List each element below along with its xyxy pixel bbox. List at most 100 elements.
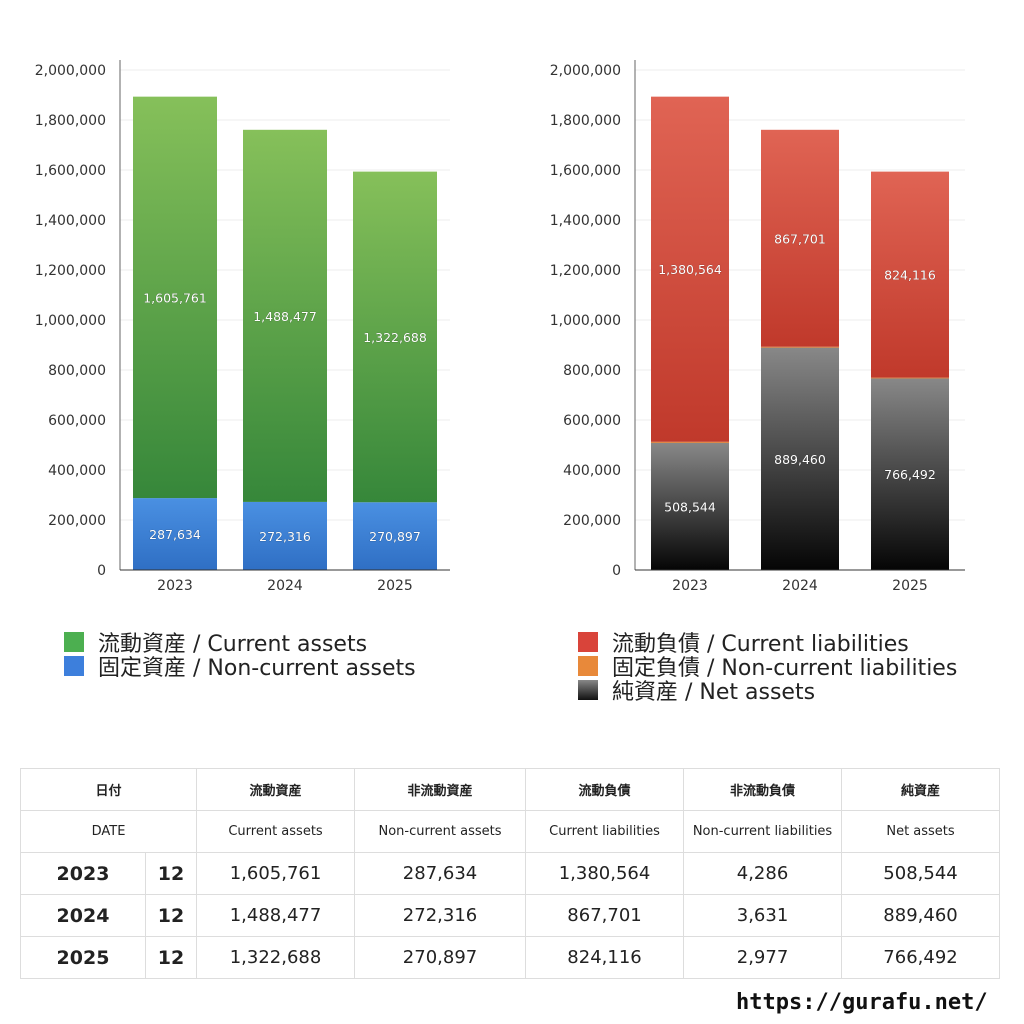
bar-value-label: 1,605,761 bbox=[143, 290, 207, 305]
bar-segment bbox=[761, 129, 839, 347]
legend-label: 固定負債 / Non-current liabilities bbox=[612, 656, 958, 681]
bar-segment bbox=[133, 96, 217, 499]
y-tick-label: 1,000,000 bbox=[550, 313, 621, 329]
legend-item-net-assets: 純資産 / Net assets bbox=[578, 678, 957, 705]
header-non-current-assets-en: Non-current assets bbox=[354, 810, 527, 853]
legend-swatch-non-current-assets bbox=[64, 656, 84, 676]
assets-chart: 0 200,000 400,000 600,000 800,000 1,000,000 1,… bbox=[35, 60, 450, 594]
legend-item-current-assets: 流動資産 / Current assets bbox=[64, 630, 416, 657]
cell-net-assets: 766,492 bbox=[841, 936, 1001, 979]
cell-net-assets: 889,460 bbox=[841, 894, 1001, 937]
y-tick-label: 200,000 bbox=[48, 513, 106, 529]
x-tick-label: 2024 bbox=[782, 578, 818, 594]
cell-non-current-liabilities: 2,977 bbox=[683, 936, 843, 979]
bar-value-label: 867,701 bbox=[774, 231, 826, 246]
y-tick-label: 200,000 bbox=[563, 513, 621, 529]
legend-swatch-current-assets bbox=[64, 632, 84, 652]
cell-current-assets: 1,322,688 bbox=[196, 936, 356, 979]
y-tick-label: 1,400,000 bbox=[550, 213, 621, 229]
bar-segment bbox=[353, 502, 437, 570]
y-tick-label: 600,000 bbox=[563, 413, 621, 429]
cell-current-liabilities: 1,380,564 bbox=[525, 852, 685, 895]
bar-segment bbox=[651, 96, 729, 442]
bar-value-label: 1,488,477 bbox=[253, 309, 317, 324]
cell-non-current-liabilities: 3,631 bbox=[683, 894, 843, 937]
table-row: 2024 12 1,488,477 272,316 867,701 3,631 … bbox=[20, 894, 1001, 937]
header-non-current-liabilities-en: Non-current liabilities bbox=[683, 810, 843, 853]
y-tick-label: 1,000,000 bbox=[35, 313, 106, 329]
legend-swatch-net-assets bbox=[578, 680, 598, 700]
liabilities-legend: 流動負債 / Current liabilities 固定負債 / Non-cu… bbox=[578, 630, 957, 705]
y-tick-label: 1,200,000 bbox=[550, 263, 621, 279]
header-date-jp: 日付 bbox=[19, 768, 198, 811]
bar-value-label: 889,460 bbox=[774, 452, 826, 467]
bar-value-label: 766,492 bbox=[884, 467, 936, 482]
table-row: 2025 12 1,322,688 270,897 824,116 2,977 … bbox=[20, 936, 1001, 979]
header-non-current-assets-jp: 非流動資産 bbox=[354, 768, 527, 811]
y-tick-label: 600,000 bbox=[48, 413, 106, 429]
header-date-en: DATE bbox=[19, 810, 198, 853]
bar-segment bbox=[651, 442, 729, 570]
cell-current-assets: 1,488,477 bbox=[196, 894, 356, 937]
row-year: 2025 bbox=[20, 936, 146, 979]
cell-non-current-assets: 287,634 bbox=[354, 852, 527, 895]
cell-non-current-assets: 270,897 bbox=[354, 936, 527, 979]
header-current-assets-jp: 流動資産 bbox=[196, 768, 356, 811]
legend-label: 流動負債 / Current liabilities bbox=[612, 632, 909, 657]
legend-label: 流動資産 / Current assets bbox=[98, 632, 368, 657]
bar-segment bbox=[353, 171, 437, 503]
cell-non-current-liabilities: 4,286 bbox=[683, 852, 843, 895]
header-current-assets-en: Current assets bbox=[196, 810, 356, 853]
y-tick-label: 2,000,000 bbox=[550, 63, 621, 79]
cell-current-liabilities: 824,116 bbox=[525, 936, 685, 979]
liabilities-chart: 0 200,000 400,000 600,000 800,000 1,000,000 1,… bbox=[550, 60, 965, 594]
y-tick-label: 2,000,000 bbox=[35, 63, 106, 79]
legend-swatch-non-current-liabilities bbox=[578, 656, 598, 676]
bar-value-label: 287,634 bbox=[149, 527, 201, 542]
assets-legend: 流動資産 / Current assets 固定資産 / Non-current… bbox=[64, 630, 416, 681]
bar-segment bbox=[761, 346, 839, 348]
legend-item-current-liabilities: 流動負債 / Current liabilities bbox=[578, 630, 957, 657]
cell-net-assets: 508,544 bbox=[841, 852, 1001, 895]
cell-non-current-assets: 272,316 bbox=[354, 894, 527, 937]
y-tick-label: 800,000 bbox=[48, 363, 106, 379]
y-tick-label: 1,600,000 bbox=[35, 163, 106, 179]
table-header-en: DATE Current assets Non-current assets C… bbox=[19, 810, 1001, 853]
header-non-current-liabilities-jp: 非流動負債 bbox=[683, 768, 843, 811]
bar-value-label: 1,380,564 bbox=[658, 262, 722, 277]
bar-segment bbox=[871, 171, 949, 378]
row-month: 12 bbox=[144, 894, 198, 937]
bar-value-label: 270,897 bbox=[369, 529, 421, 544]
charts-canvas: 0 200,000 400,000 600,000 800,000 1,000,000 1,… bbox=[35, 60, 965, 594]
x-tick-label: 2025 bbox=[377, 578, 413, 594]
y-tick-label: 0 bbox=[612, 563, 621, 579]
y-tick-label: 1,800,000 bbox=[35, 113, 106, 129]
cell-current-assets: 1,605,761 bbox=[196, 852, 356, 895]
cell-current-liabilities: 867,701 bbox=[525, 894, 685, 937]
y-tick-label: 1,600,000 bbox=[550, 163, 621, 179]
bar-segment bbox=[243, 129, 327, 502]
bar-segment bbox=[871, 377, 949, 379]
x-tick-label: 2023 bbox=[672, 578, 708, 594]
legend-item-non-current-assets: 固定資産 / Non-current assets bbox=[64, 654, 416, 681]
row-year: 2024 bbox=[20, 894, 146, 937]
bar-segment bbox=[651, 441, 729, 443]
y-tick-label: 1,400,000 bbox=[35, 213, 106, 229]
site-url[interactable]: https://gurafu.net/ bbox=[736, 990, 988, 1015]
y-tick-label: 800,000 bbox=[563, 363, 621, 379]
bar-segment bbox=[761, 347, 839, 570]
y-tick-label: 400,000 bbox=[563, 463, 621, 479]
y-tick-label: 1,200,000 bbox=[35, 263, 106, 279]
y-tick-label: 400,000 bbox=[48, 463, 106, 479]
legend-item-non-current-liabilities: 固定負債 / Non-current liabilities bbox=[578, 654, 957, 681]
legend-label: 純資産 / Net assets bbox=[612, 680, 816, 705]
bar-value-label: 1,322,688 bbox=[363, 330, 427, 345]
header-net-assets-en: Net assets bbox=[841, 810, 1001, 853]
financial-table: 日付 流動資産 非流動資産 流動負債 非流動負債 純資産 DATE Curren… bbox=[19, 768, 1001, 979]
legend-label: 固定資産 / Non-current assets bbox=[98, 656, 416, 681]
row-month: 12 bbox=[144, 852, 198, 895]
header-net-assets-jp: 純資産 bbox=[841, 768, 1001, 811]
x-tick-label: 2023 bbox=[157, 578, 193, 594]
header-current-liabilities-jp: 流動負債 bbox=[525, 768, 685, 811]
bar-segment bbox=[243, 501, 327, 570]
